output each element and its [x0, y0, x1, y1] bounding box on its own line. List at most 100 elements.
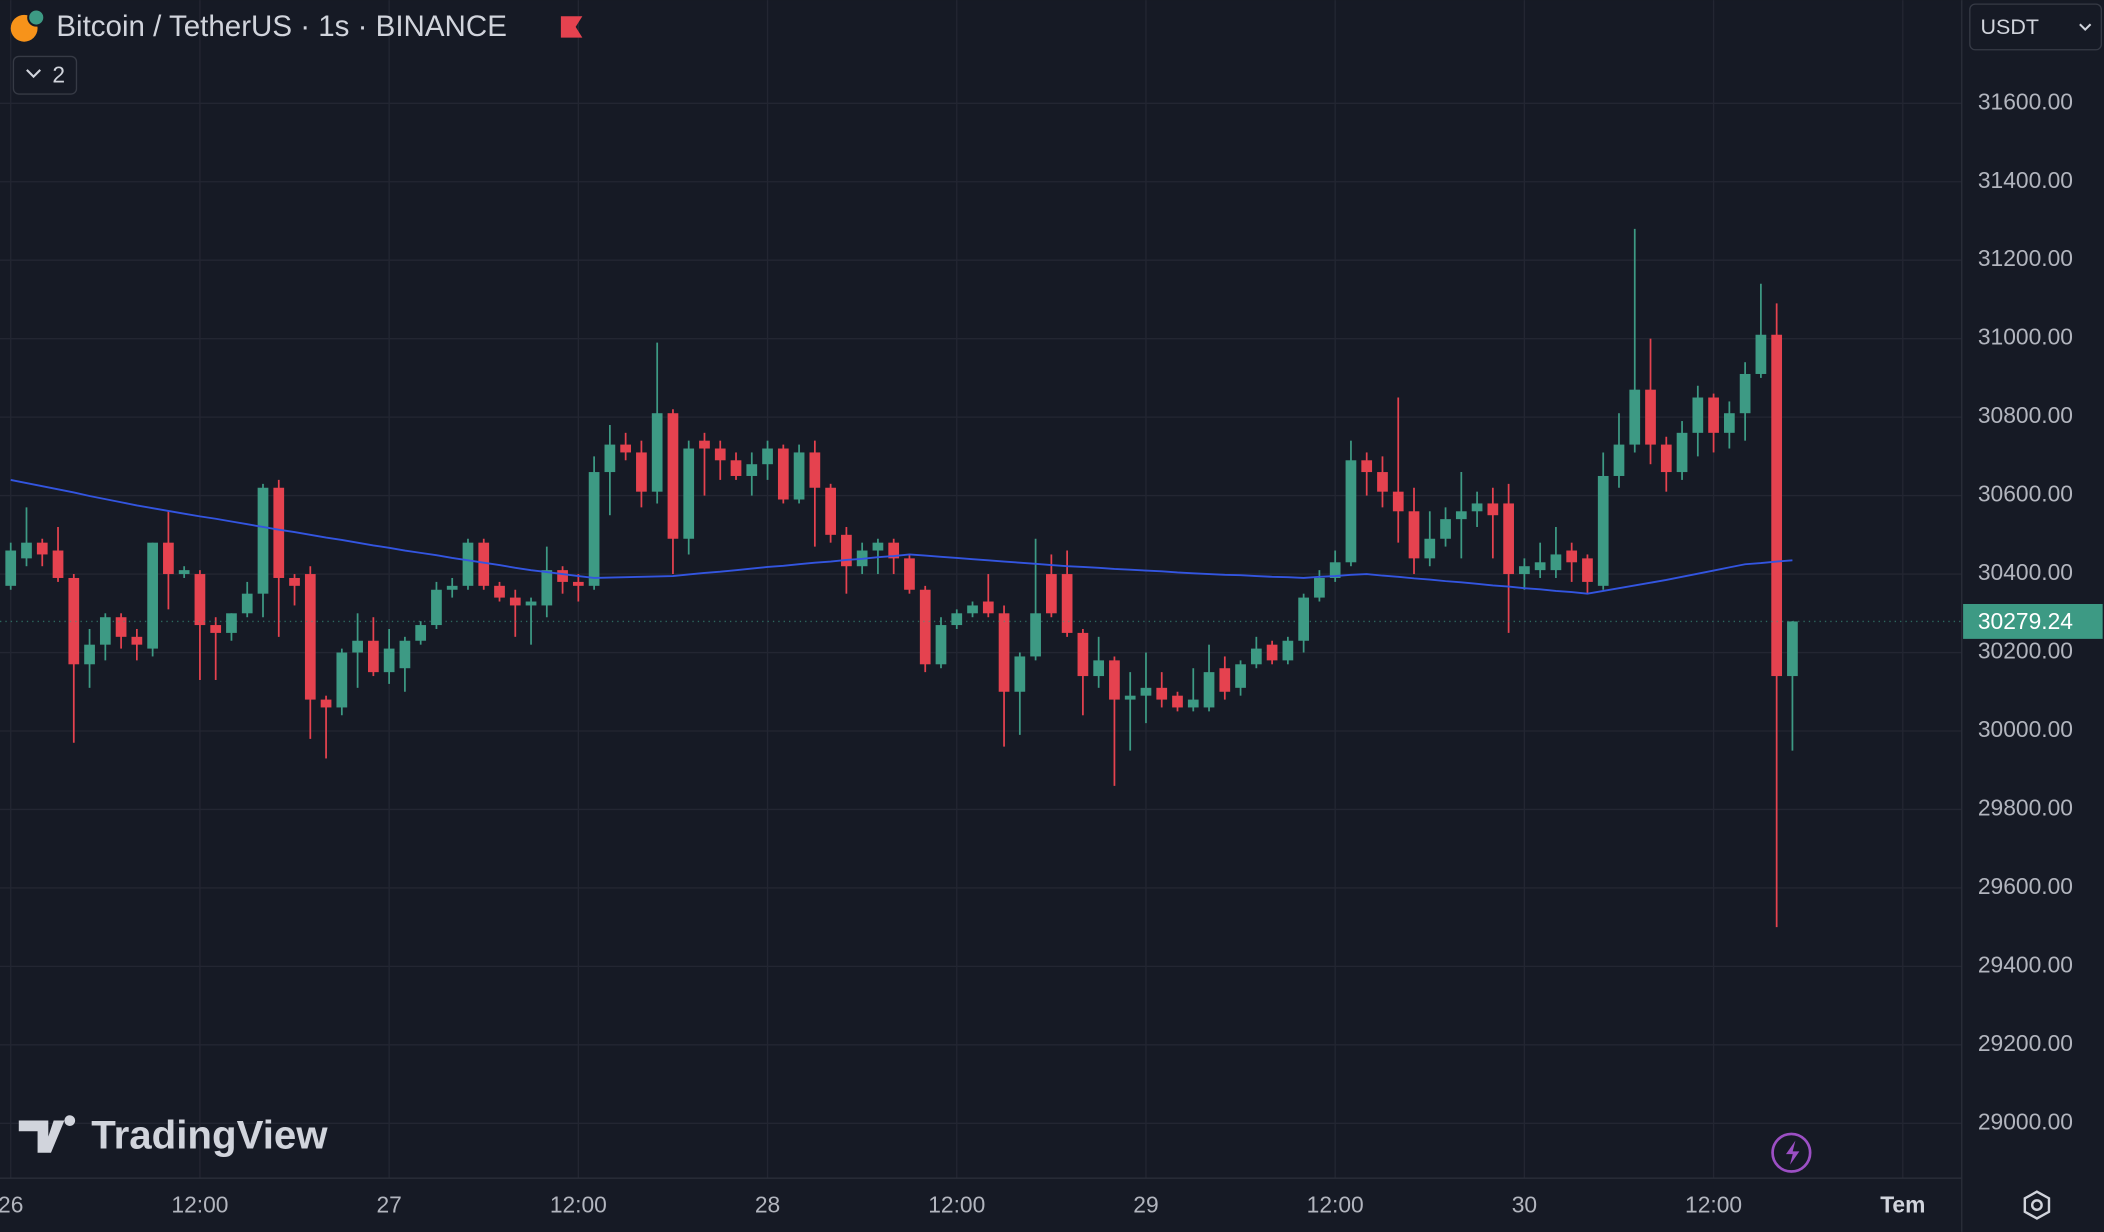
watermark: TradingView: [91, 1113, 328, 1158]
y-tick-label: 30600.00: [1978, 481, 2073, 507]
candle-body: [967, 605, 978, 614]
candle-body: [683, 448, 695, 539]
candle-body: [1566, 550, 1578, 563]
y-tick-label: 31000.00: [1978, 324, 2073, 350]
candle-body: [1093, 660, 1105, 677]
candle-body: [730, 460, 742, 476]
y-tick-label: 30400.00: [1978, 559, 2073, 585]
indicators-count: 2: [52, 62, 65, 88]
candle-body: [115, 617, 127, 637]
candle-body: [651, 413, 663, 492]
x-tick-label: Tem: [1880, 1191, 1925, 1217]
candle-body: [998, 613, 1010, 692]
candle-body: [21, 542, 32, 559]
candle-body: [1298, 597, 1309, 641]
candle-body: [1282, 640, 1294, 661]
candle-body: [620, 444, 632, 453]
candle-body: [1203, 672, 1215, 708]
moving-average-line: [10, 478, 1793, 595]
candle-body: [1629, 389, 1641, 445]
candle-body: [415, 625, 427, 641]
settings-button[interactable]: [2023, 1190, 2051, 1220]
chevron-icon: [26, 69, 42, 79]
y-tick-label: 30800.00: [1978, 402, 2073, 428]
candle-body: [1172, 695, 1183, 708]
candle-body: [1739, 373, 1751, 414]
candle-body: [52, 550, 64, 578]
candle-body: [1030, 613, 1041, 657]
candle-body: [1424, 538, 1436, 559]
candle-body: [1250, 648, 1262, 665]
candle-body: [888, 542, 900, 559]
y-tick-label: 30200.00: [1978, 638, 2073, 664]
replay-button[interactable]: [1771, 1132, 1812, 1173]
candle-body: [1187, 699, 1199, 708]
candle-body: [1077, 632, 1089, 677]
currency-select[interactable]: [1969, 3, 2102, 51]
candle-body: [762, 448, 773, 465]
candle-body: [1140, 687, 1152, 696]
candle-body: [1471, 503, 1483, 512]
coin-icon: [27, 8, 46, 27]
x-tick-label: 12:00: [1685, 1191, 1742, 1217]
candle-body: [636, 452, 647, 492]
candle-body: [273, 487, 285, 578]
candle-body: [352, 640, 363, 653]
candle-body: [210, 625, 222, 633]
candle-body: [336, 652, 348, 708]
candle-body: [1723, 413, 1735, 433]
candle-body: [919, 589, 931, 665]
y-tick-label: 31200.00: [1978, 245, 2073, 271]
candle-body: [241, 593, 253, 614]
x-tick-label: 27: [376, 1191, 401, 1217]
candle-body: [872, 542, 884, 551]
candle-body: [383, 648, 395, 673]
candle-body: [1597, 475, 1609, 586]
candle-body: [99, 617, 111, 645]
y-tick-label: 29400.00: [1978, 951, 2073, 977]
candle-body: [1345, 460, 1357, 563]
flag-icon[interactable]: [560, 16, 583, 38]
candle-body: [226, 613, 237, 633]
candle-body: [1534, 562, 1546, 571]
candle-body: [557, 570, 568, 582]
y-tick-label: 29600.00: [1978, 873, 2073, 899]
gear-icon: [2023, 1190, 2051, 1220]
axes: 29000.00 29200.00 29400.00 29600.00 29800.00…: [0, 88, 2103, 1217]
candle-body: [1692, 397, 1704, 433]
x-tick-label: 29: [1133, 1191, 1158, 1217]
candle-body: [1219, 668, 1231, 692]
candle-body: [1487, 503, 1499, 516]
last-price-label: 30279.24: [1978, 608, 2073, 634]
candle-body: [163, 542, 174, 575]
candle-body: [841, 534, 852, 567]
y-tick-label: 29800.00: [1978, 794, 2073, 820]
last-price-badge: [1963, 603, 2103, 639]
y-tick-label: 31600.00: [1978, 88, 2073, 114]
candle-body: [1440, 519, 1451, 539]
candle-body: [1660, 444, 1672, 473]
candle-body: [588, 472, 600, 586]
y-tick-label: 30000.00: [1978, 716, 2073, 742]
candle-body: [494, 585, 505, 598]
x-tick-label: 28: [755, 1191, 780, 1217]
candle-body: [714, 448, 726, 461]
logo-icon: [18, 1115, 76, 1153]
candle-body: [541, 570, 553, 606]
chevron-icon: [2079, 23, 2092, 32]
candle-body: [1771, 334, 1783, 677]
candle-body: [951, 613, 963, 626]
candle-body: [368, 640, 379, 673]
candle-body: [935, 625, 947, 665]
gear-icon: [2031, 1199, 2043, 1211]
candle-body: [1787, 621, 1798, 677]
x-tick-label: 12:00: [928, 1191, 985, 1217]
candle-body: [1455, 511, 1467, 520]
indicators-toggle[interactable]: [12, 55, 78, 95]
candle-body: [1014, 656, 1026, 692]
candle-body: [777, 448, 789, 500]
candle-body: [1329, 562, 1341, 578]
candle-body: [1266, 644, 1278, 661]
candle-body: [904, 558, 915, 590]
